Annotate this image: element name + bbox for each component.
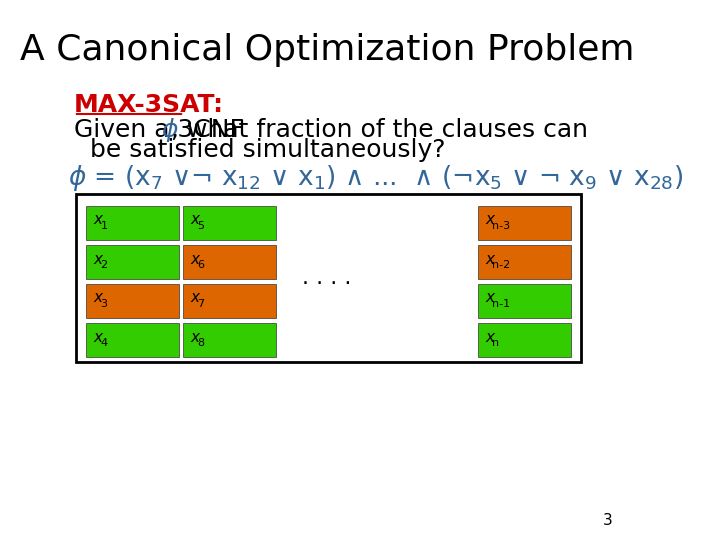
Text: x: x: [191, 291, 199, 306]
Text: 8: 8: [197, 338, 204, 348]
Text: A Canonical Optimization Problem: A Canonical Optimization Problem: [19, 33, 634, 67]
Text: , what fraction of the clauses can: , what fraction of the clauses can: [171, 118, 588, 142]
Text: ϕ: ϕ: [161, 118, 177, 142]
Text: 6: 6: [197, 260, 204, 270]
Text: 5: 5: [197, 221, 204, 231]
FancyBboxPatch shape: [76, 194, 580, 362]
Text: 4: 4: [100, 338, 107, 348]
Text: n-2: n-2: [492, 260, 510, 270]
FancyBboxPatch shape: [86, 284, 179, 318]
Text: x: x: [191, 252, 199, 267]
FancyBboxPatch shape: [86, 245, 179, 279]
Text: 3: 3: [603, 513, 613, 528]
FancyBboxPatch shape: [184, 206, 276, 240]
Text: x: x: [94, 291, 103, 306]
Text: be satisfied simultaneously?: be satisfied simultaneously?: [91, 138, 446, 162]
Text: x: x: [94, 329, 103, 345]
Text: x: x: [485, 213, 494, 227]
FancyBboxPatch shape: [477, 206, 570, 240]
Text: x: x: [191, 329, 199, 345]
FancyBboxPatch shape: [477, 323, 570, 357]
FancyBboxPatch shape: [184, 284, 276, 318]
Text: 7: 7: [197, 299, 204, 309]
FancyBboxPatch shape: [86, 323, 179, 357]
Text: MAX-3SAT:: MAX-3SAT:: [74, 93, 224, 117]
FancyBboxPatch shape: [477, 284, 570, 318]
Text: n-1: n-1: [492, 299, 510, 309]
Text: . . . .: . . . .: [302, 268, 351, 288]
Text: x: x: [94, 252, 103, 267]
Text: 1: 1: [100, 221, 107, 231]
Text: x: x: [485, 291, 494, 306]
FancyBboxPatch shape: [477, 245, 570, 279]
Text: $\phi$ = (x$_7$ $\vee\neg$ x$_{12}$ $\vee$ x$_1$) $\wedge$ ...  $\wedge$ ($\neg$: $\phi$ = (x$_7$ $\vee\neg$ x$_{12}$ $\ve…: [68, 163, 683, 193]
Text: Given a 3CNF: Given a 3CNF: [74, 118, 252, 142]
Text: x: x: [485, 252, 494, 267]
Text: n: n: [492, 338, 499, 348]
Text: 3: 3: [100, 299, 107, 309]
Text: n-3: n-3: [492, 221, 510, 231]
FancyBboxPatch shape: [86, 206, 179, 240]
Text: x: x: [191, 213, 199, 227]
FancyBboxPatch shape: [184, 323, 276, 357]
Text: 2: 2: [100, 260, 107, 270]
FancyBboxPatch shape: [184, 245, 276, 279]
Text: x: x: [485, 329, 494, 345]
Text: x: x: [94, 213, 103, 227]
